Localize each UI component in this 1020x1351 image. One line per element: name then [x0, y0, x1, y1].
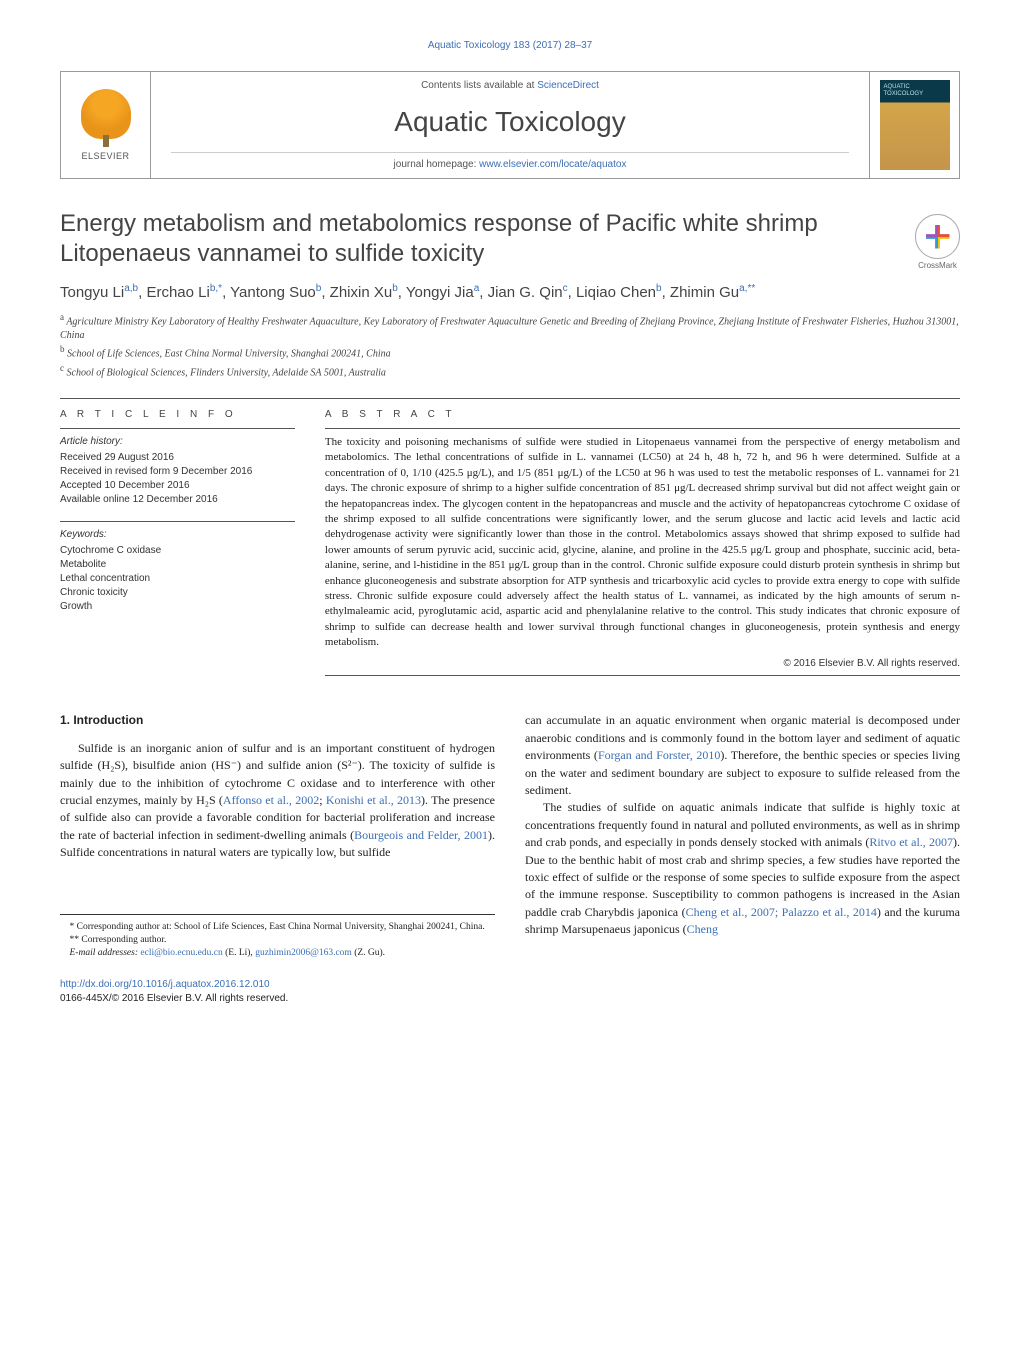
info-rule-2	[60, 521, 295, 522]
running-head: Aquatic Toxicology 183 (2017) 28–37	[60, 40, 960, 51]
footnote-emails: E-mail addresses: ecli@bio.ecnu.edu.cn (…	[60, 947, 495, 960]
history-line: Received in revised form 9 December 2016	[60, 465, 295, 479]
keywords-block: Keywords: Cytochrome C oxidaseMetabolite…	[60, 528, 295, 614]
affiliation-line: b School of Life Sciences, East China No…	[60, 343, 960, 361]
elsevier-tree-icon	[81, 89, 131, 139]
crossmark-badge[interactable]: CrossMark	[915, 214, 960, 270]
sciencedirect-link[interactable]: ScienceDirect	[537, 80, 599, 91]
body-columns: 1. Introduction Sulfide is an inorganic …	[60, 712, 960, 960]
homepage-prefix: journal homepage:	[394, 159, 480, 170]
history-head: Article history:	[60, 435, 295, 449]
ref-link[interactable]: Konishi et al., 2013	[326, 793, 421, 807]
ref-link[interactable]: Bourgeois and Felder, 2001	[354, 828, 488, 842]
publisher-logo-box: ELSEVIER	[61, 72, 151, 178]
email-label: E-mail addresses:	[70, 948, 141, 958]
contents-prefix: Contents lists available at	[421, 80, 537, 91]
keyword: Metabolite	[60, 558, 295, 572]
footnote-corresponding-2: ** Corresponding author.	[60, 934, 495, 947]
masthead-center: Contents lists available at ScienceDirec…	[151, 72, 869, 178]
journal-name: Aquatic Toxicology	[171, 106, 849, 138]
abstract-copyright: © 2016 Elsevier B.V. All rights reserved…	[325, 658, 960, 669]
article-info-column: A R T I C L E I N F O Article history: R…	[60, 409, 295, 682]
issn-copyright: 0166-445X/© 2016 Elsevier B.V. All right…	[60, 993, 288, 1004]
homepage-line: journal homepage: www.elsevier.com/locat…	[171, 152, 849, 170]
email-sep: (E. Li),	[223, 948, 255, 958]
doi-link[interactable]: http://dx.doi.org/10.1016/j.aquatox.2016…	[60, 979, 270, 990]
ref-link[interactable]: Cheng et al., 2007; Palazzo et al., 2014	[686, 905, 877, 919]
top-rule	[60, 398, 960, 399]
article-info-label: A R T I C L E I N F O	[60, 409, 295, 420]
crossmark-label: CrossMark	[915, 261, 960, 270]
affiliations: a Agriculture Ministry Key Laboratory of…	[60, 311, 960, 380]
history-line: Received 29 August 2016	[60, 451, 295, 465]
abstract-text: The toxicity and poisoning mechanisms of…	[325, 435, 960, 650]
email-link[interactable]: ecli@bio.ecnu.edu.cn	[140, 948, 222, 958]
intro-p1: Sulfide is an inorganic anion of sulfur …	[60, 740, 495, 862]
ref-link[interactable]: Ritvo et al., 2007	[869, 835, 953, 849]
abstract-rule-bottom	[325, 675, 960, 676]
publisher-label: ELSEVIER	[81, 151, 129, 161]
keyword: Chronic toxicity	[60, 586, 295, 600]
abstract-rule	[325, 428, 960, 429]
footnote-corresponding-1: * Corresponding author at: School of Lif…	[60, 921, 495, 934]
intro-p3: The studies of sulfide on aquatic animal…	[525, 799, 960, 938]
intro-sep: ;	[319, 793, 326, 807]
masthead: ELSEVIER Contents lists available at Sci…	[60, 71, 960, 179]
article-history-block: Article history: Received 29 August 2016…	[60, 435, 295, 507]
intro-heading: 1. Introduction	[60, 712, 495, 729]
email-tail: (Z. Gu).	[352, 948, 385, 958]
ref-link[interactable]: Cheng	[687, 922, 718, 936]
intro-p2: can accumulate in an aquatic environment…	[525, 712, 960, 799]
abstract-column: A B S T R A C T The toxicity and poisoni…	[325, 409, 960, 682]
journal-cover-thumbnail	[880, 80, 950, 170]
history-line: Accepted 10 December 2016	[60, 479, 295, 493]
email-link[interactable]: guzhimin2006@163.com	[255, 948, 352, 958]
history-line: Available online 12 December 2016	[60, 493, 295, 507]
contents-line: Contents lists available at ScienceDirec…	[171, 80, 849, 91]
authors: Tongyu Lia,b, Erchao Lib,*, Yantong Suob…	[60, 283, 960, 301]
keyword: Cytochrome C oxidase	[60, 544, 295, 558]
doi-block: http://dx.doi.org/10.1016/j.aquatox.2016…	[60, 978, 960, 1006]
article-title: Energy metabolism and metabolomics respo…	[60, 209, 960, 269]
ref-link[interactable]: Affonso et al., 2002	[223, 793, 319, 807]
info-rule	[60, 428, 295, 429]
keyword: Growth	[60, 600, 295, 614]
affiliation-line: c School of Biological Sciences, Flinder…	[60, 362, 960, 380]
footnotes: * Corresponding author at: School of Lif…	[60, 914, 495, 961]
masthead-right	[869, 72, 959, 178]
homepage-link[interactable]: www.elsevier.com/locate/aquatox	[479, 159, 626, 170]
abstract-label: A B S T R A C T	[325, 409, 960, 420]
crossmark-icon	[915, 214, 960, 259]
ref-link[interactable]: Forgan and Forster, 2010	[598, 748, 720, 762]
keywords-head: Keywords:	[60, 528, 295, 542]
keyword: Lethal concentration	[60, 572, 295, 586]
affiliation-line: a Agriculture Ministry Key Laboratory of…	[60, 311, 960, 343]
